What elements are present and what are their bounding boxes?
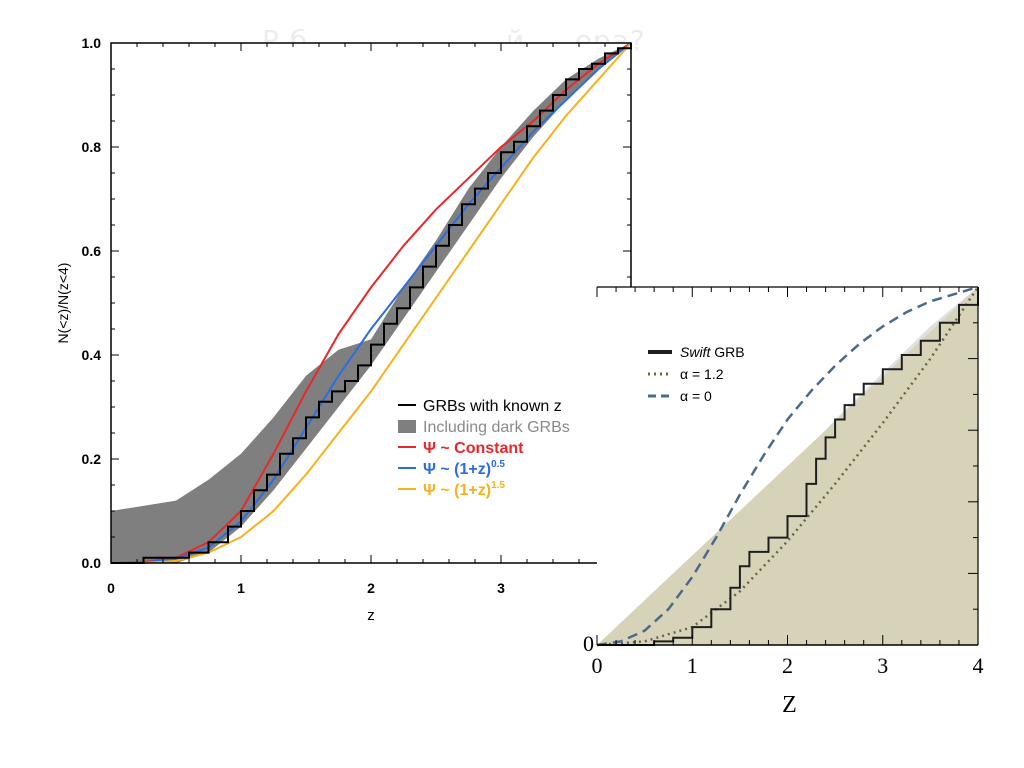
y-tick-label: 0.2: [82, 451, 102, 467]
x-tick-label: 0: [592, 653, 603, 678]
x-tick-label: 2: [367, 580, 375, 596]
y-tick-label: 0.4: [82, 347, 102, 363]
alpha-0-line: [596, 285, 979, 647]
x-tick-label: 1: [687, 653, 698, 678]
y-axis-label: N(<z)/N(z<4): [55, 263, 71, 344]
x-tick-label: 3: [877, 653, 888, 678]
plot-area: [111, 43, 631, 563]
legend-label: Swift GRB: [680, 344, 745, 360]
series-line-4: [111, 42, 632, 564]
x-axis-label: z: [367, 607, 375, 624]
y-tick-label: 0: [583, 631, 594, 656]
known-z-step-line: [111, 43, 632, 564]
series-line-3: [110, 42, 632, 564]
swift-grb-step-line: [597, 287, 979, 646]
x-tick-label: 0: [107, 580, 115, 596]
legend-label: Ψ ~ (1+z)1.5: [423, 480, 505, 499]
y-tick-label: 0.8: [82, 139, 102, 155]
y-tick-label: 0.0: [82, 555, 102, 571]
x-tick-label: 4: [973, 653, 984, 678]
legend-label: α = 0: [680, 388, 712, 404]
legend-label: Including dark GRBs: [423, 419, 570, 436]
x-tick-label: 2: [782, 653, 793, 678]
y-tick-label: 1.0: [82, 35, 102, 51]
legend-swatch: [398, 420, 416, 433]
legend-label: Ψ ~ Constant: [423, 440, 524, 457]
x-tick-label: 3: [497, 580, 505, 596]
legend-label: Ψ ~ (1+z)0.5: [423, 459, 505, 478]
y-tick-label: 0.6: [82, 243, 102, 259]
x-tick-label: 1: [237, 580, 245, 596]
legend-label: α = 1.2: [680, 366, 724, 382]
legend-label: GRBs with known z: [423, 398, 562, 415]
x-axis-label: Z: [782, 692, 797, 718]
